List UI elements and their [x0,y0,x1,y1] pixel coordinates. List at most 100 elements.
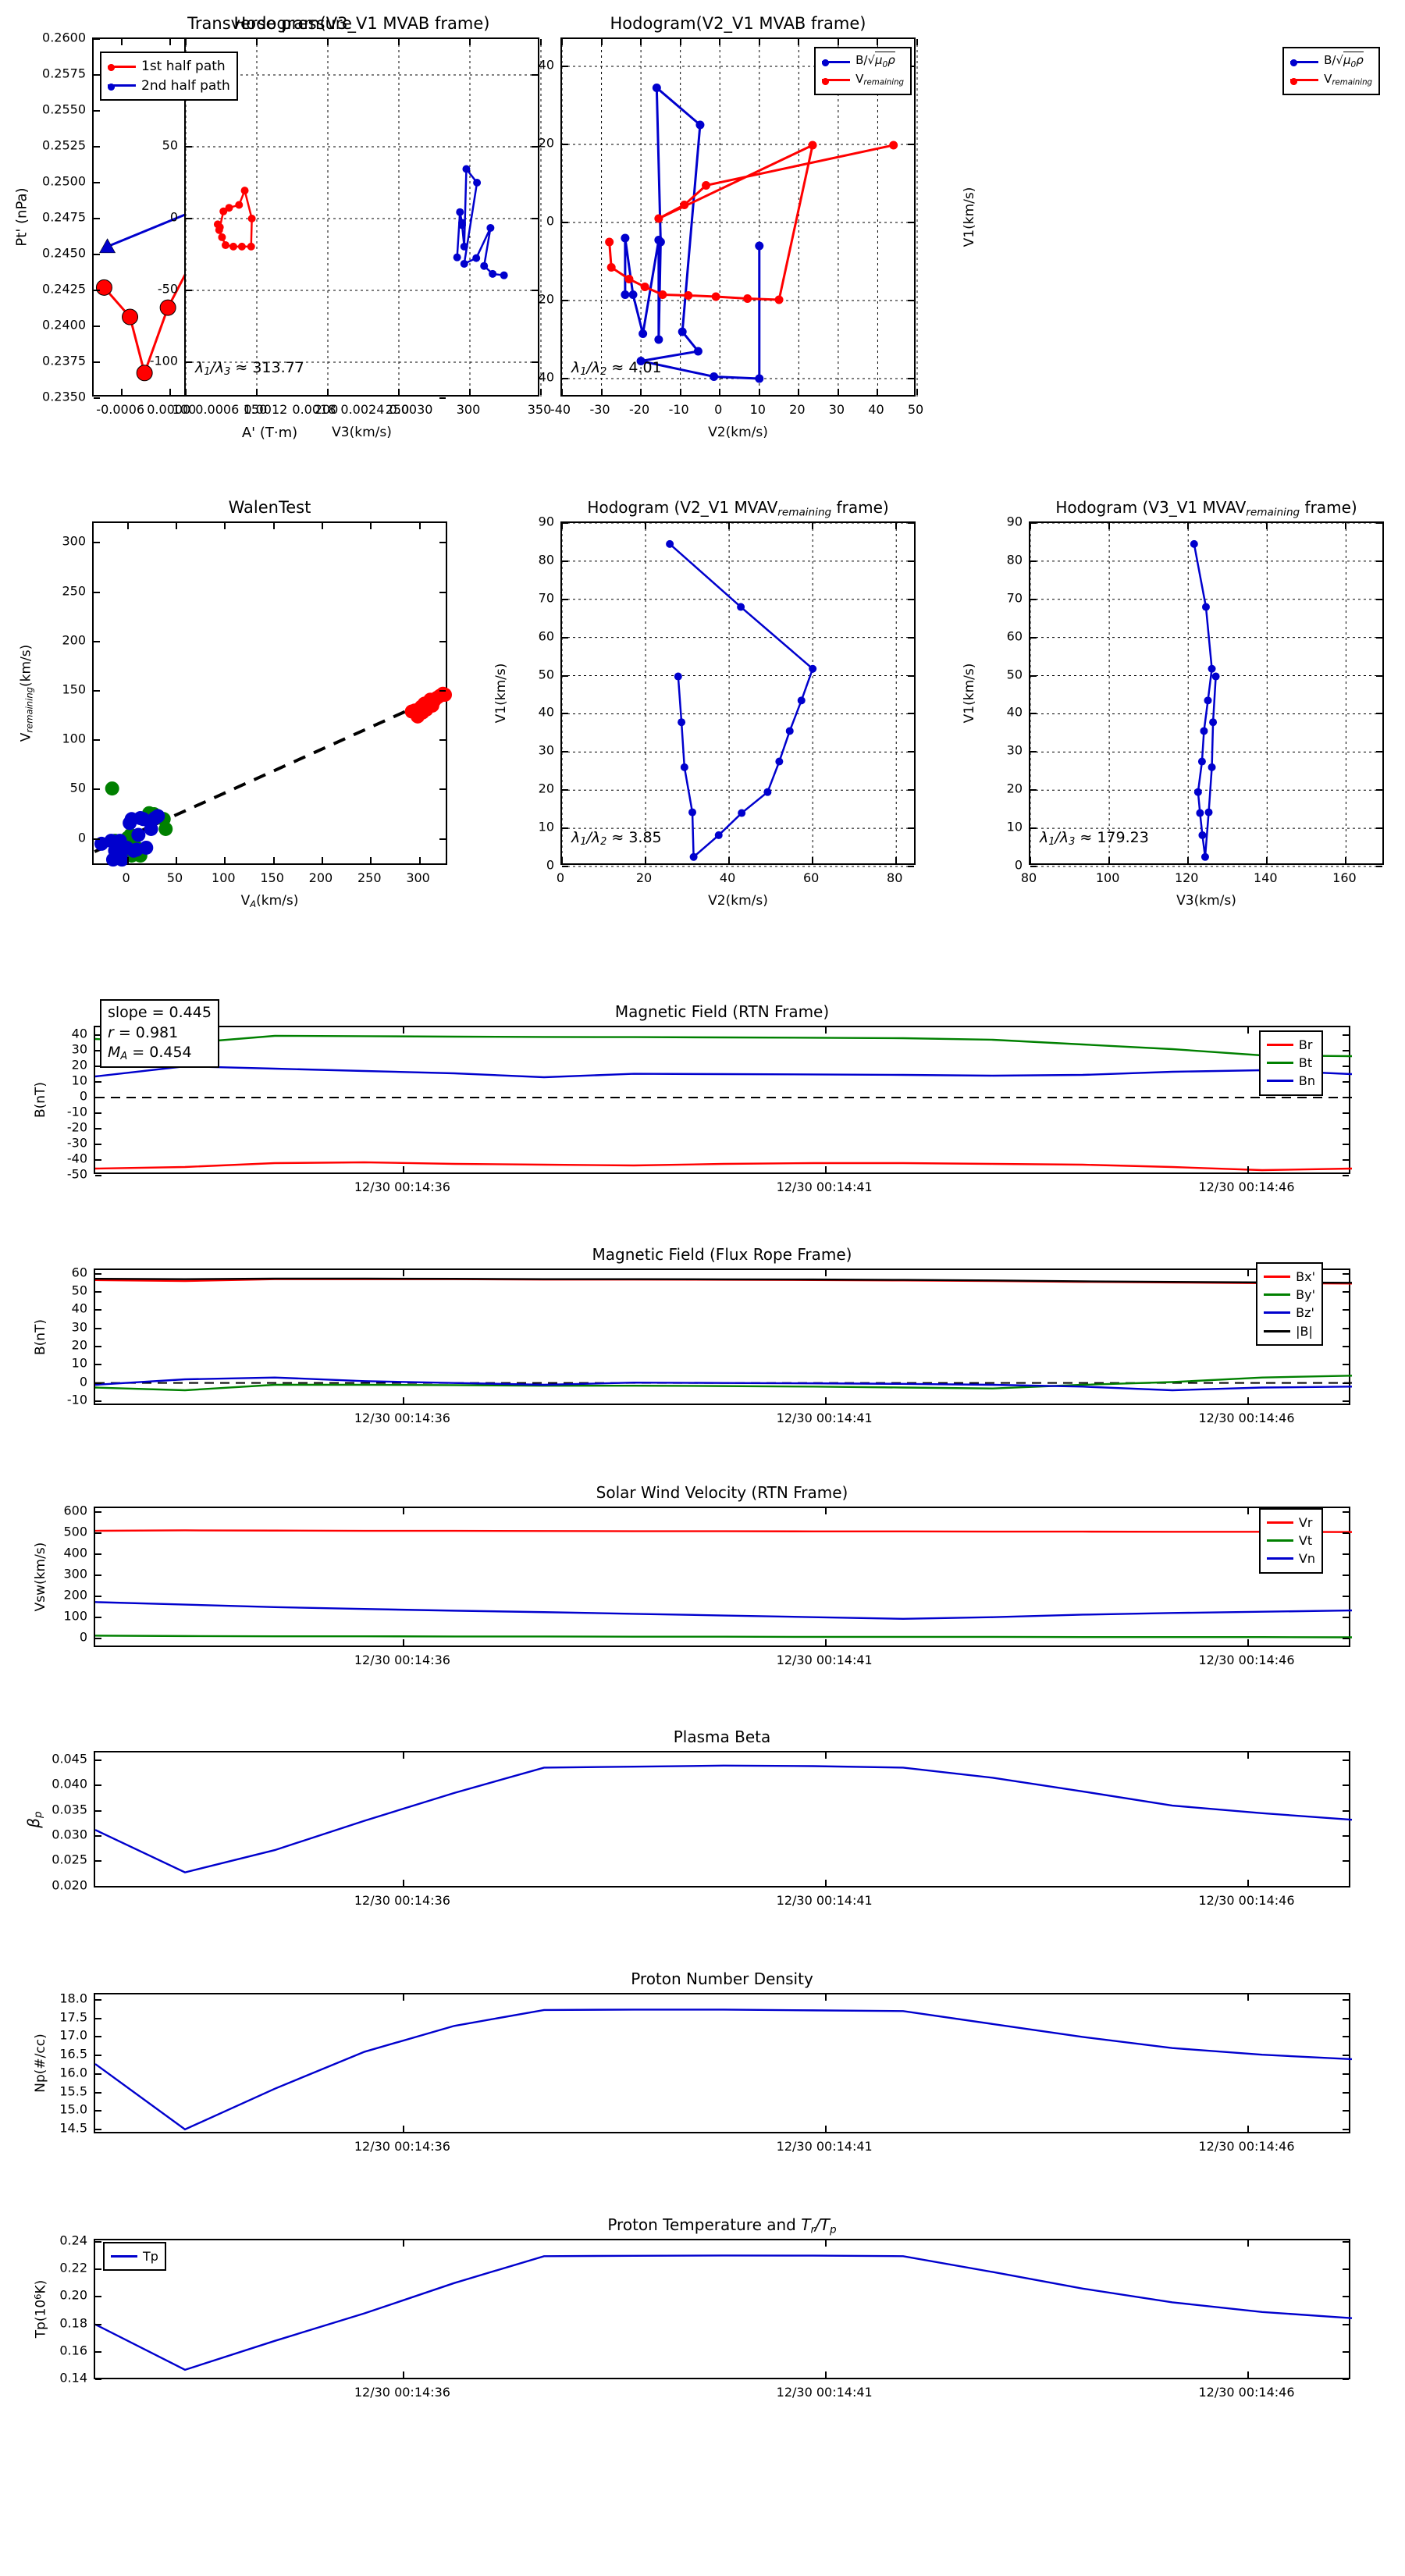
x-tick-mark [403,1166,405,1172]
y-tick-mark [908,522,914,524]
x-tick-mark [758,39,760,45]
x-tick-mark [758,389,760,395]
x-tick-label-hodogram-v3v1-mvav-2: 120 [1174,870,1199,885]
y-tick-mark [439,838,446,840]
y-tick-mark [1343,1327,1349,1329]
legend-entry-transverse-pressure-1: 2nd half path [108,76,230,96]
legend-hodogram-v2v1-mvab[interactable]: B/√μ0ρ Vremaining [814,47,912,95]
y-tick-label-walen-test-3: 150 [62,681,86,697]
y-axis-label-magnetic-field-rtn: B(nT) [33,1081,48,1119]
y-tick-mark [95,1309,101,1311]
y-tick-label-transverse-pressure-10: 0.2600 [42,30,86,45]
y-tick-label-solar-wind-velocity-rtn-5: 500 [63,1524,87,1539]
y-tick-mark [94,74,100,76]
x-tick-mark [1247,1027,1249,1034]
legend-entry-magnetic-field-rtn-2: Bn [1266,1072,1315,1090]
x-tick-mark [327,389,329,395]
y-tick-mark [95,1574,101,1576]
y-tick-mark [562,378,568,379]
y-tick-label-magnetic-field-rtn-0: -50 [66,1166,87,1182]
x-tick-label-solar-wind-velocity-rtn-1: 12/30 00:14:41 [776,1653,873,1667]
y-tick-label-transverse-pressure-0: 0.2350 [42,389,86,404]
legend-label: Bt [1298,1055,1313,1071]
y-tick-label-proton-temperature-5: 0.24 [59,2233,87,2248]
y-tick-mark [1343,1637,1349,1639]
y-tick-mark [95,1364,101,1366]
y-tick-mark [1343,2128,1349,2130]
y-tick-mark [95,2110,101,2112]
x-tick-label-hodogram-v3v1-mvav-1: 100 [1095,870,1120,885]
x-tick-mark [1266,857,1268,863]
y-tick-label-proton-number-density-3: 16.0 [59,2065,87,2080]
x-tick-label-hodogram-v3v1-mvav-4: 160 [1332,870,1357,885]
legend-swatch [111,2255,137,2258]
y-tick-mark [1343,2379,1349,2381]
y-tick-mark [1343,1175,1349,1176]
x-tick-mark [403,1508,405,1514]
y-tick-mark [95,1382,101,1384]
x-tick-mark [837,389,839,395]
y-tick-mark [95,1034,101,1036]
legend-swatch [1266,1044,1293,1047]
y-tick-mark [562,598,568,600]
x-tick-mark [403,1752,405,1759]
y-tick-mark [562,674,568,677]
y-tick-mark [95,1595,101,1597]
x-tick-mark [1108,857,1111,863]
y-tick-mark [94,38,100,40]
y-tick-mark [908,222,914,223]
legend-transverse-pressure[interactable]: 1st half path 2nd half path [100,52,238,101]
x-tick-label-transverse-pressure-1: 0.0000 [147,402,191,417]
y-tick-mark [1376,636,1382,639]
x-tick-mark [640,389,642,395]
x-tick-mark [398,389,400,395]
x-tick-mark [1187,857,1190,863]
legend-swatch [1264,1276,1291,1279]
y-tick-mark [1343,1364,1349,1366]
legend-hodogram-v3v1-mvab[interactable]: B/√μ0ρ Vremaining [1282,47,1380,95]
y-tick-label-hodogram-v2v1-mvav-9: 90 [538,514,554,529]
y-tick-label-transverse-pressure-8: 0.2550 [42,101,86,117]
legend-entry-hodogram-v3v1-mvab-0: B/√μ0ρ [1290,52,1372,71]
y-tick-mark [532,290,538,291]
y-tick-label-magnetic-field-flux-rope-3: 20 [71,1337,87,1353]
y-tick-label-hodogram-v3v1-mvav-6: 60 [1006,628,1023,644]
y-tick-mark [1343,2296,1349,2298]
axes-magnetic-field-flux-rope [94,1268,1353,1405]
y-tick-label-proton-number-density-0: 14.5 [59,2120,87,2136]
y-tick-mark [95,2017,101,2019]
y-tick-label-transverse-pressure-5: 0.2475 [42,209,86,225]
y-tick-mark [532,74,538,76]
y-tick-label-transverse-pressure-4: 0.2450 [42,245,86,261]
legend-proton-temperature[interactable]: Tp [103,2242,166,2272]
x-tick-mark [877,389,879,395]
y-tick-mark [95,1272,101,1275]
y-tick-label-transverse-pressure-9: 0.2575 [42,66,86,81]
axes-magnetic-field-rtn [94,1026,1353,1176]
x-tick-label-transverse-pressure-6: 0.0030 [389,402,433,417]
x-tick-mark [916,389,918,395]
y-tick-mark [94,361,100,363]
legend-solar-wind-velocity-rtn[interactable]: Vr Vt Vn [1258,1508,1323,1574]
x-tick-mark [256,39,258,45]
y-tick-mark [95,1511,101,1514]
y-tick-mark [95,2055,101,2057]
plot-title-walen-test: WalenTest [228,498,311,517]
x-tick-mark [175,857,177,863]
plot-title-proton-temperature: Proton Temperature and Tr/Tp [607,2215,837,2236]
y-tick-mark [1343,1050,1349,1051]
y-tick-mark [1376,674,1382,677]
y-tick-label-proton-number-density-2: 15.5 [59,2083,87,2099]
y-tick-label-hodogram-v3v1-mvav-2: 20 [1006,781,1023,796]
legend-magnetic-field-flux-rope[interactable]: Bx' By' Bz' |B| [1256,1262,1323,1346]
legend-entry-magnetic-field-rtn-0: Br [1266,1036,1315,1054]
y-tick-label-walen-test-2: 100 [62,731,86,746]
x-tick-mark [398,39,400,45]
y-tick-mark [1343,2036,1349,2038]
panel-proton-number-density: Proton Number Density 14.5 15.0 15.5 16.0 16.… [0,1957,1405,2191]
y-tick-label-hodogram-v3v1-mvab-2: 0 [169,209,178,225]
x-tick-mark [418,523,421,529]
plot-area-solar-wind-velocity-rtn [94,1529,1353,1638]
legend-magnetic-field-rtn[interactable]: Br Bt Bn [1258,1030,1323,1096]
y-tick-label-hodogram-v3v1-mvav-3: 30 [1006,742,1023,758]
